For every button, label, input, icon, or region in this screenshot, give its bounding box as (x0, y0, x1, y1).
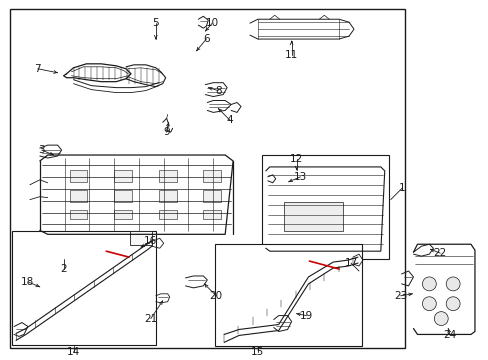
Bar (203, 170, 221, 182)
Bar (114, 190, 132, 202)
Bar (261, 155, 388, 259)
Text: 21: 21 (144, 314, 157, 324)
Text: 2: 2 (60, 264, 67, 274)
Circle shape (433, 312, 447, 325)
Bar (114, 210, 132, 220)
Bar (69, 190, 87, 202)
Text: 19: 19 (299, 311, 312, 321)
Text: 20: 20 (209, 291, 223, 301)
Bar (69, 210, 87, 220)
Text: 17: 17 (344, 258, 357, 268)
Text: 5: 5 (152, 18, 159, 28)
Circle shape (446, 297, 459, 311)
Text: 9: 9 (163, 127, 170, 137)
Text: 8: 8 (215, 86, 221, 96)
Text: 14: 14 (67, 347, 80, 357)
Text: 10: 10 (205, 18, 219, 28)
Bar (10, 9, 404, 348)
Text: 22: 22 (433, 248, 446, 258)
Bar (159, 210, 176, 220)
Bar (203, 190, 221, 202)
Text: 15: 15 (251, 347, 264, 357)
Text: 3: 3 (39, 145, 45, 155)
Circle shape (422, 277, 435, 291)
Bar (203, 210, 221, 220)
Circle shape (446, 277, 459, 291)
Text: 16: 16 (144, 236, 157, 246)
Bar (130, 231, 151, 245)
Bar (12, 231, 156, 345)
Text: 7: 7 (35, 64, 41, 74)
Bar (215, 244, 361, 346)
Bar (159, 190, 176, 202)
Text: 4: 4 (226, 115, 233, 125)
Text: 12: 12 (289, 154, 303, 164)
Text: 6: 6 (203, 34, 209, 44)
Text: 24: 24 (443, 330, 456, 341)
Text: 1: 1 (399, 183, 405, 193)
Bar (69, 170, 87, 182)
Text: 13: 13 (293, 172, 306, 182)
Text: 23: 23 (393, 291, 407, 301)
Bar (159, 170, 176, 182)
Bar (114, 170, 132, 182)
Circle shape (422, 297, 435, 311)
Bar (283, 202, 343, 231)
Text: 11: 11 (285, 50, 298, 60)
Text: 18: 18 (21, 277, 35, 287)
